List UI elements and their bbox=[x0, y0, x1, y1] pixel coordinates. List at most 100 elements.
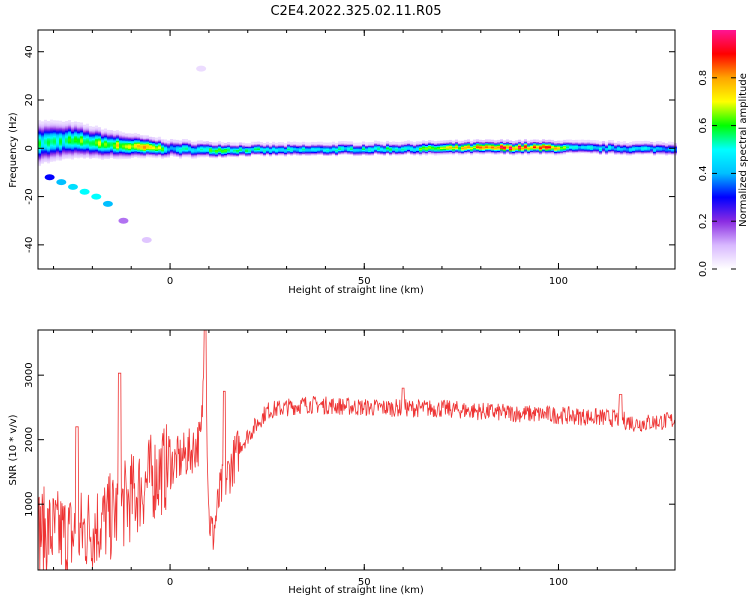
spectrogram-cell bbox=[332, 150, 335, 153]
spectrogram-cell bbox=[185, 139, 188, 142]
spectrogram-cell bbox=[587, 139, 590, 143]
spectrogram-cell bbox=[428, 150, 431, 154]
spectrogram-cell bbox=[164, 154, 167, 157]
spectrogram-cell bbox=[257, 141, 260, 144]
spectrogram-cell bbox=[509, 140, 512, 143]
spectrogram-cell bbox=[623, 141, 626, 144]
spectrogram-cell bbox=[236, 142, 239, 146]
y-tick-label: 40 bbox=[24, 45, 35, 58]
spectrogram-cell bbox=[209, 142, 212, 145]
colorbar-tick-label: 0.8 bbox=[698, 70, 709, 86]
spectrogram-cell bbox=[575, 148, 578, 151]
spectrogram-cell bbox=[119, 131, 122, 134]
colorbar-tick-label: 0.6 bbox=[698, 118, 709, 134]
spectrogram-cell bbox=[572, 140, 575, 143]
spectrogram-cell bbox=[212, 142, 215, 145]
spectrogram-cell bbox=[260, 152, 263, 156]
spectrogram-cell bbox=[41, 138, 44, 141]
spectrogram-cell bbox=[443, 144, 446, 147]
spectrogram-cell bbox=[578, 139, 581, 143]
spectrogram-blob bbox=[91, 193, 102, 200]
spectrogram-cell bbox=[497, 139, 500, 143]
spectrogram-cell bbox=[188, 140, 191, 143]
spectrogram-cell bbox=[530, 139, 533, 143]
spectrogram-blob bbox=[44, 174, 55, 181]
spectrogram-frame bbox=[37, 29, 676, 270]
spectrogram-cell bbox=[503, 150, 506, 153]
spectrogram-cell bbox=[647, 140, 650, 144]
spectrogram-cell bbox=[338, 146, 341, 149]
spectrogram-cell bbox=[542, 147, 545, 151]
y-tick-label: 1000 bbox=[24, 491, 35, 516]
spectrogram-cell bbox=[242, 142, 245, 146]
spectrogram-cell bbox=[80, 122, 83, 125]
spectrogram-cell bbox=[173, 139, 176, 143]
spectrogram-cell bbox=[164, 139, 167, 142]
spectrogram-cell bbox=[62, 148, 65, 151]
spectrogram-cell bbox=[269, 150, 272, 153]
spectrogram-cell bbox=[368, 148, 371, 151]
spectrogram-cell bbox=[503, 140, 506, 143]
spectrogram-y-label: Frequency (Hz) bbox=[8, 112, 19, 188]
spectrogram-cell bbox=[236, 148, 239, 152]
spectrogram-cell bbox=[665, 145, 668, 149]
spectrogram-cell bbox=[65, 141, 68, 145]
spectrogram-cell bbox=[248, 143, 251, 146]
y-tick-label: 2000 bbox=[24, 427, 35, 452]
spectrogram-cell bbox=[44, 142, 47, 146]
snr-x-label: Height of straight line (km) bbox=[288, 585, 424, 596]
spectrogram-cell bbox=[320, 141, 323, 145]
spectrogram-cell bbox=[317, 141, 320, 145]
spectrogram-cell bbox=[344, 149, 347, 152]
spectrogram-cell bbox=[50, 128, 53, 131]
spectrogram-cell bbox=[194, 147, 197, 151]
spectrogram-cell bbox=[56, 125, 59, 128]
spectrogram-cell bbox=[293, 148, 296, 152]
spectrogram-cell bbox=[665, 143, 668, 146]
spectrogram-cell bbox=[110, 135, 113, 138]
spectrogram-cell bbox=[191, 141, 194, 145]
x-tick-label: 0 bbox=[167, 276, 173, 287]
minor-ticks bbox=[53, 330, 676, 570]
spectrogram-cell bbox=[431, 140, 434, 143]
spectrogram-cell bbox=[464, 139, 467, 143]
colorbar-tick-label: 0.0 bbox=[698, 261, 709, 277]
spectrogram-cell bbox=[191, 153, 194, 157]
spectrogram-cell bbox=[659, 141, 662, 144]
spectrogram-blob bbox=[102, 200, 113, 207]
spectrogram-cell bbox=[623, 142, 626, 145]
spectrogram-cell bbox=[68, 120, 71, 123]
spectrogram-cell bbox=[221, 144, 224, 148]
spectrogram-cell bbox=[104, 131, 107, 134]
spectrogram-cell bbox=[308, 142, 311, 145]
spectrogram-cell bbox=[293, 141, 296, 145]
spectrogram-cell bbox=[287, 144, 290, 147]
spectrogram-cell bbox=[512, 142, 515, 145]
y-tick-label: 0 bbox=[24, 145, 35, 151]
spectrogram-cell bbox=[566, 145, 569, 149]
spectrogram-cell bbox=[176, 146, 179, 149]
spectrogram-blob bbox=[118, 217, 129, 224]
spectrogram-cell bbox=[626, 148, 629, 151]
spectrogram-cell bbox=[80, 143, 83, 146]
spectrogram-cell bbox=[116, 139, 119, 143]
spectrogram-cell bbox=[155, 143, 158, 147]
spectrogram-cell bbox=[446, 140, 449, 143]
spectrogram-cell bbox=[458, 140, 461, 144]
spectrogram-cell bbox=[482, 146, 485, 149]
spectrogram-cell bbox=[473, 148, 476, 151]
spectrogram-cell bbox=[500, 139, 503, 142]
spectrogram-cell bbox=[302, 151, 305, 154]
spectrogram-cell bbox=[59, 120, 62, 124]
spectrogram-cell bbox=[68, 130, 71, 134]
spectrogram-cell bbox=[437, 142, 440, 145]
spectrogram-cell bbox=[329, 143, 332, 147]
spectrogram-cell bbox=[296, 150, 299, 154]
spectrogram-cell bbox=[668, 141, 671, 145]
spectrogram-cell bbox=[671, 141, 674, 145]
spectrogram-cell bbox=[554, 141, 557, 144]
spectrogram-cell bbox=[395, 141, 398, 145]
spectrogram-cell bbox=[425, 141, 428, 144]
spectrogram-cell bbox=[83, 124, 86, 128]
spectrogram-cell bbox=[248, 150, 251, 153]
